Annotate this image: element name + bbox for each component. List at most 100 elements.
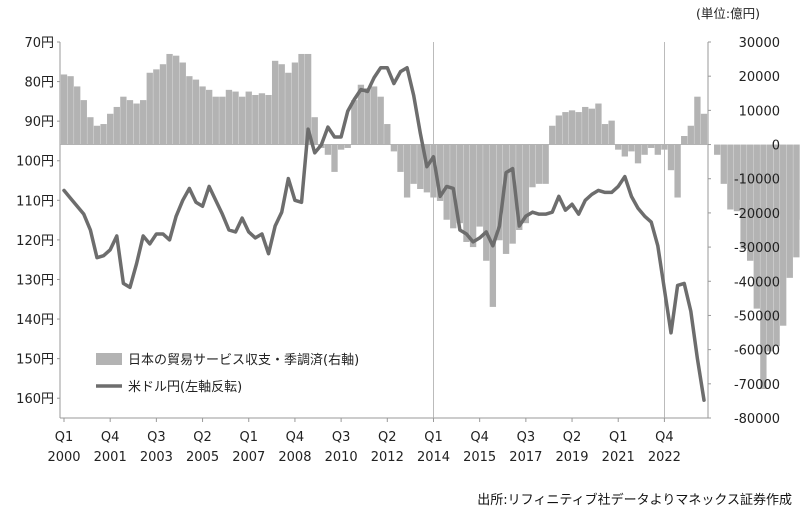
trade-balance-bar: [410, 144, 417, 184]
trade-balance-bar: [535, 144, 543, 184]
x-tick-label-year: 2008: [278, 450, 311, 465]
trade-balance-bar: [403, 144, 411, 198]
right-tick-label: -30000: [734, 241, 780, 256]
unit-note: (単位:億円): [696, 6, 760, 21]
trade-balance-bar: [476, 144, 483, 227]
trade-balance-bar: [298, 53, 305, 145]
trade-balance-bar: [370, 86, 378, 145]
trade-balance-bar: [153, 69, 160, 145]
trade-balance-bar: [694, 96, 701, 145]
trade-balance-bar: [324, 144, 332, 155]
trade-balance-bar: [740, 144, 747, 249]
trade-balance-bar: [555, 115, 563, 145]
right-tick-label: -50000: [734, 309, 780, 324]
trade-balance-bar: [285, 72, 292, 145]
x-tick-label-year: 2014: [417, 450, 450, 465]
trade-balance-bar: [496, 144, 503, 241]
trade-balance-bar: [252, 94, 259, 145]
trade-balance-bar: [100, 124, 107, 145]
trade-balance-bar: [582, 106, 589, 145]
trade-balance-bar: [245, 91, 252, 145]
x-tick-label-quarter: Q1: [55, 430, 74, 445]
trade-balance-bar: [126, 100, 134, 145]
trade-balance-bar: [483, 144, 490, 261]
trade-balance-bar: [291, 62, 299, 145]
trade-balance-bar: [654, 144, 661, 155]
trade-balance-bar: [588, 108, 595, 145]
trade-balance-bar: [615, 144, 622, 150]
x-tick-label-quarter: Q2: [193, 430, 212, 445]
right-tick-label: -10000: [734, 173, 780, 188]
left-tick-label: 140円: [16, 313, 54, 328]
legend: 日本の貿易サービス収支・季調済(右軸) 米ドル円(左軸反転): [96, 352, 359, 395]
trade-balance-bar: [113, 106, 120, 145]
trade-balance-bar: [390, 144, 398, 152]
trade-balance-bar: [60, 74, 68, 145]
left-tick-label: 70円: [24, 36, 54, 51]
trade-balance-bar: [74, 86, 81, 145]
x-tick-label-quarter: Q2: [378, 430, 397, 445]
left-tick-label: 80円: [24, 76, 54, 91]
trade-balance-bar: [205, 89, 213, 145]
trade-balance-bar: [773, 144, 780, 347]
trade-balance-bar: [542, 144, 549, 184]
trade-balance-bar: [450, 144, 457, 229]
x-tick-label-year: 2022: [648, 450, 681, 465]
right-tick-label: -40000: [734, 275, 780, 290]
trade-balance-bar: [311, 117, 318, 145]
trade-balance-bar: [304, 53, 312, 145]
trade-balance-bar: [727, 144, 734, 210]
left-axis-ticks: 70円 80円 90円 100円 110円 120円 130円 140円 150円 160円: [16, 36, 60, 407]
trade-balance-bar: [714, 144, 721, 155]
usdjpy-line: [62, 65, 706, 402]
trade-balance-bar: [107, 113, 114, 145]
x-tick-label-quarter: Q4: [286, 430, 305, 445]
trade-balance-bar: [562, 112, 569, 145]
trade-balance-bar: [258, 93, 266, 145]
trade-balance-bar: [166, 53, 173, 145]
trade-balance-bar: [173, 55, 180, 145]
trade-balance-bar: [271, 60, 279, 145]
trade-balance-bar: [357, 84, 365, 145]
x-tick-label-year: 2010: [325, 450, 358, 465]
x-tick-label-year: 2012: [371, 450, 404, 465]
trade-balance-bar: [747, 144, 754, 261]
x-tick-label-quarter: Q1: [424, 430, 443, 445]
trade-balance-bar: [120, 96, 127, 145]
right-tick-label: 30000: [739, 36, 780, 51]
trade-balance-bar: [687, 125, 694, 145]
trade-balance-bar: [780, 144, 787, 326]
trade-balance-bar: [575, 112, 582, 145]
legend-line-label: 米ドル円(左軸反転): [128, 380, 242, 395]
trade-balance-bar: [502, 144, 510, 254]
left-tick-label: 120円: [16, 234, 54, 249]
trade-balance-bar: [634, 144, 642, 164]
trade-balance-bar: [67, 76, 74, 145]
trade-balance-bar: [219, 96, 226, 145]
trade-balance-bar: [397, 144, 404, 172]
trade-balance-bar: [199, 86, 206, 145]
x-tick-label-year: 2015: [463, 450, 496, 465]
right-tick-label: -80000: [734, 412, 780, 427]
x-tick-label-year: 2021: [602, 450, 635, 465]
trade-balance-bar: [522, 144, 530, 224]
trade-balance-bar: [786, 144, 793, 278]
left-tick-label: 160円: [16, 392, 54, 407]
trade-balance-bar: [377, 96, 384, 145]
trade-balance-bar: [595, 103, 602, 145]
trade-balance-bar: [430, 144, 437, 198]
plot-frame: [59, 42, 709, 419]
trade-balance-bar: [733, 144, 741, 212]
trade-balance-bar: [232, 91, 239, 145]
left-tick-label: 150円: [16, 353, 54, 368]
trade-balance-bar: [456, 144, 464, 224]
right-tick-label: -20000: [734, 207, 780, 222]
left-tick-label: 130円: [16, 273, 54, 288]
trade-balance-bar: [140, 100, 147, 145]
trade-balance-bar: [417, 144, 424, 189]
right-tick-label: -60000: [734, 344, 780, 359]
x-tick-label-quarter: Q3: [517, 430, 536, 445]
right-tick-label: -70000: [734, 378, 780, 393]
trade-balance-bar: [337, 144, 345, 150]
